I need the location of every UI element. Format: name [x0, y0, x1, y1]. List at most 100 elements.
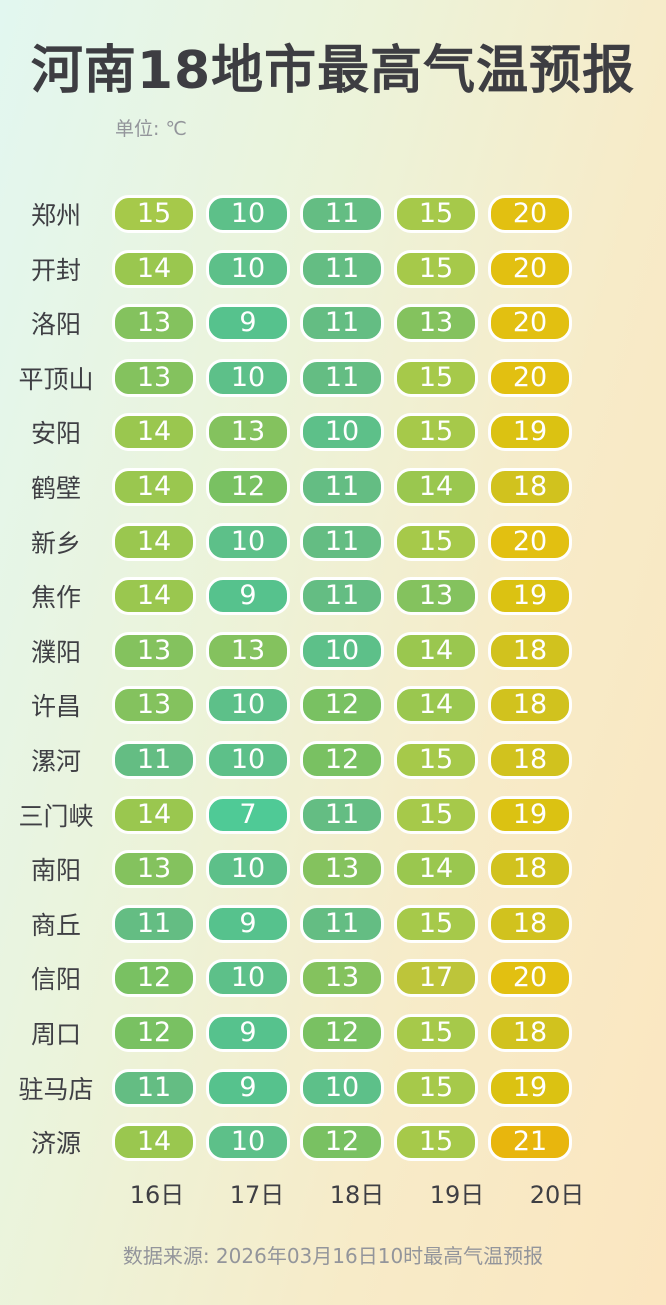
temp-cell: 14: [112, 1123, 196, 1162]
city-label: 周口: [30, 1019, 81, 1049]
temp-cell: 12: [112, 1013, 196, 1052]
temp-cell: 13: [112, 358, 196, 397]
table-row: 洛阳 13 9 11 13 20: [0, 301, 666, 345]
temp-cell: 18: [488, 740, 572, 779]
date-label: 17日: [229, 1180, 285, 1209]
table-row: 濮阳 13 13 10 14 18: [0, 629, 666, 673]
temp-cell: 15: [394, 195, 478, 233]
table-row: 漯河 11 10 12 15 18: [0, 738, 666, 782]
temp-cell: 13: [300, 959, 384, 998]
temp-cell: 11: [300, 304, 384, 343]
table-row: 平顶山 13 10 11 15 20: [0, 356, 666, 400]
temp-cell: 14: [112, 522, 196, 561]
temp-cell: 10: [206, 522, 290, 561]
temp-cell: 18: [488, 631, 572, 670]
temp-cell: 13: [112, 850, 196, 889]
temp-cell: 9: [206, 577, 290, 616]
temp-cell: 9: [206, 304, 290, 343]
city-label: 安阳: [30, 419, 81, 449]
temp-cell: 10: [206, 358, 290, 397]
table-row: 鹤壁 14 12 11 14 18: [0, 465, 666, 509]
city-label: 济源: [30, 1129, 81, 1159]
city-label: 洛阳: [30, 310, 81, 340]
table-row: 安阳 14 13 10 15 19: [0, 410, 666, 454]
city-label: 商丘: [30, 910, 81, 940]
temp-cell: 15: [394, 795, 478, 834]
city-label: 许昌: [30, 692, 81, 722]
temp-cell: 15: [394, 904, 478, 943]
unit-label: 单位: ℃: [115, 118, 187, 140]
temp-cell: 15: [394, 740, 478, 779]
temp-cell: 12: [112, 959, 196, 998]
temp-cell: 20: [488, 304, 572, 343]
table-row: 信阳 12 10 13 17 20: [0, 956, 666, 1000]
temp-cell: 17: [394, 959, 478, 998]
page-title: 河南18地市最高气温预报: [30, 41, 636, 101]
temp-cell: 10: [206, 850, 290, 889]
axis-spacer: [0, 1175, 112, 1210]
temp-cell: 18: [488, 686, 572, 725]
temp-cell: 21: [488, 1123, 572, 1162]
temp-cell: 18: [488, 467, 572, 506]
temp-cell: 10: [206, 195, 290, 233]
temp-cell: 13: [394, 304, 478, 343]
temp-cell: 11: [300, 358, 384, 397]
temp-cell: 10: [206, 686, 290, 725]
temp-cell: 19: [488, 577, 572, 616]
temp-cell: 12: [300, 740, 384, 779]
table-row: 南阳 13 10 13 14 18: [0, 847, 666, 891]
temp-cell: 14: [394, 631, 478, 670]
temp-cell: 11: [112, 904, 196, 943]
temp-cell: 14: [394, 850, 478, 889]
temp-cell: 14: [112, 249, 196, 288]
temp-cell: 10: [300, 631, 384, 670]
table-row: 三门峡 14 7 11 15 19: [0, 793, 666, 837]
city-label: 南阳: [30, 856, 81, 886]
city-label: 开封: [30, 255, 81, 285]
temp-cell: 11: [300, 795, 384, 834]
temp-cell: 9: [206, 1013, 290, 1052]
table-row: 商丘 11 9 11 15 18: [0, 902, 666, 946]
city-label: 平顶山: [18, 364, 94, 394]
temp-cell: 13: [206, 413, 290, 452]
temp-cell: 11: [300, 195, 384, 233]
temp-cell: 13: [112, 631, 196, 670]
temp-cell: 13: [112, 686, 196, 725]
temp-cell: 14: [112, 795, 196, 834]
temp-cell: 15: [394, 413, 478, 452]
table-row: 郑州 15 10 11 15 20: [0, 192, 666, 236]
temp-cell: 10: [206, 740, 290, 779]
temp-cell: 11: [300, 467, 384, 506]
table-row: 焦作 14 9 11 13 19: [0, 574, 666, 618]
temp-cell: 14: [394, 467, 478, 506]
temp-cell: 20: [488, 249, 572, 288]
temp-cell: 15: [394, 1068, 478, 1107]
city-label: 信阳: [30, 965, 81, 995]
temp-cell: 12: [300, 1013, 384, 1052]
temp-cell: 13: [206, 631, 290, 670]
city-label: 鹤壁: [30, 473, 81, 503]
temp-cell: 13: [300, 850, 384, 889]
temp-cell: 12: [300, 1123, 384, 1162]
city-label: 焦作: [30, 583, 81, 613]
date-label: 20日: [529, 1180, 585, 1209]
data-source: 数据来源: 2026年03月16日10时最高气温预报: [122, 1243, 544, 1268]
table-row: 开封 14 10 11 15 20: [0, 247, 666, 291]
city-label: 漯河: [30, 746, 81, 776]
temp-cell: 13: [112, 304, 196, 343]
temp-cell: 11: [112, 740, 196, 779]
temp-cell: 13: [394, 577, 478, 616]
table-row: 驻马店 11 9 10 15 19: [0, 1066, 666, 1110]
temp-cell: 9: [206, 1068, 290, 1107]
temp-cell: 14: [112, 413, 196, 452]
city-label: 郑州: [30, 201, 81, 230]
temp-cell: 10: [206, 249, 290, 288]
table-row: 济源 14 10 12 15 21: [0, 1120, 666, 1164]
temp-cell: 14: [112, 467, 196, 506]
table-row: 许昌 13 10 12 14 18: [0, 683, 666, 727]
temp-cell: 7: [206, 795, 290, 834]
temp-cell: 14: [112, 577, 196, 616]
city-label: 新乡: [30, 528, 81, 558]
city-label: 驻马店: [18, 1074, 94, 1104]
temp-cell: 11: [300, 249, 384, 288]
